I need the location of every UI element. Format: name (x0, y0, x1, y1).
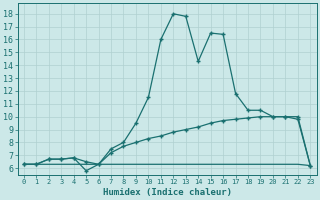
X-axis label: Humidex (Indice chaleur): Humidex (Indice chaleur) (103, 188, 232, 197)
